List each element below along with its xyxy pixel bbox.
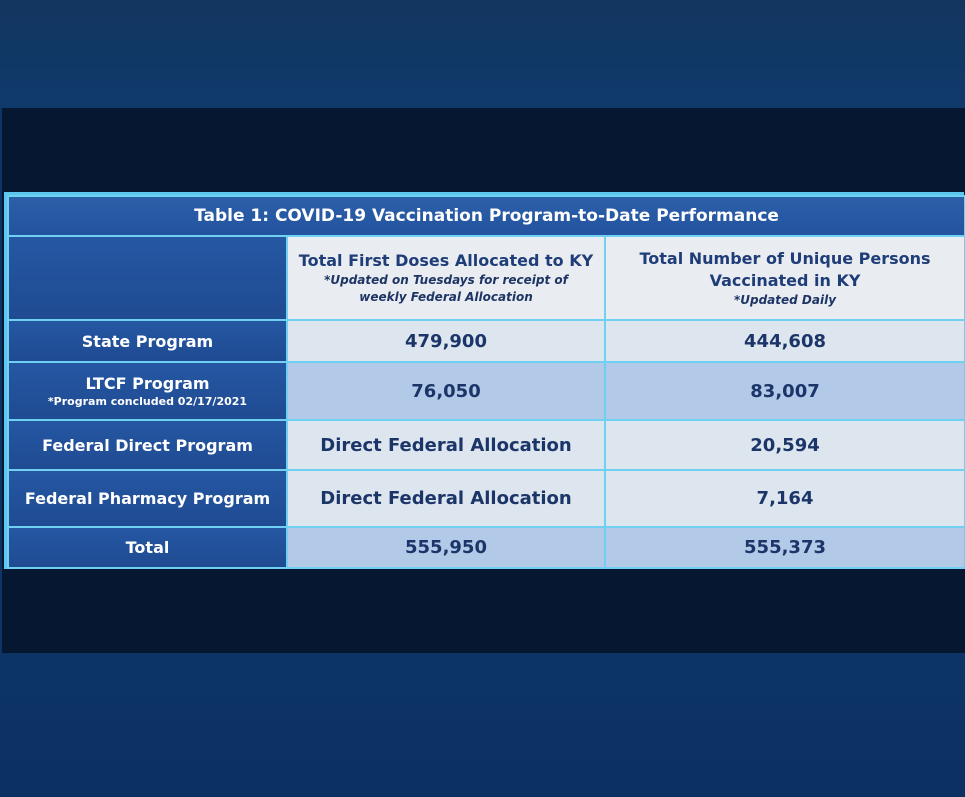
row-label-federal-direct-program: Federal Direct Program: [7, 419, 288, 471]
cell-unique-persons: 7,164: [603, 469, 965, 528]
cell-first-doses: Direct Federal Allocation: [286, 469, 606, 528]
header-corner-cell: [7, 235, 288, 321]
row-label-ltcf-program: LTCF Program *Program concluded 02/17/20…: [7, 361, 288, 421]
vaccination-table-frame: Table 1: COVID-19 Vaccination Program-to…: [4, 192, 965, 569]
cell-total-unique-persons: 555,373: [603, 526, 965, 569]
cell-first-doses: Direct Federal Allocation: [286, 419, 606, 471]
column-header-first-doses-note-2: weekly Federal Allocation: [359, 290, 533, 304]
row-label-ltcf-title: LTCF Program: [85, 374, 210, 393]
row-label-total: Total: [7, 526, 288, 569]
cell-total-first-doses: 555,950: [286, 526, 606, 569]
table-row: Federal Direct Program Direct Federal Al…: [7, 419, 965, 471]
background-top: [0, 0, 965, 108]
table-row-total: Total 555,950 555,373: [7, 526, 965, 569]
cell-unique-persons: 83,007: [603, 361, 965, 421]
background-bottom: [0, 653, 965, 797]
table-row: LTCF Program *Program concluded 02/17/20…: [7, 361, 965, 421]
cell-first-doses: 479,900: [286, 319, 606, 363]
column-header-first-doses-note-1: *Updated on Tuesdays for receipt of: [324, 273, 568, 287]
cell-first-doses: 76,050: [286, 361, 606, 421]
cell-unique-persons: 444,608: [603, 319, 965, 363]
table-row: State Program 479,900 444,608: [7, 319, 965, 363]
row-label-federal-pharmacy-program: Federal Pharmacy Program: [7, 469, 288, 528]
table-title: Table 1: COVID-19 Vaccination Program-to…: [6, 195, 965, 237]
cell-unique-persons: 20,594: [603, 419, 965, 471]
column-header-first-doses: Total First Doses Allocated to KY *Updat…: [286, 235, 606, 321]
row-label-ltcf-note: *Program concluded 02/17/2021: [47, 395, 248, 408]
column-header-first-doses-title: Total First Doses Allocated to KY: [298, 251, 594, 270]
vaccination-table: Table 1: COVID-19 Vaccination Program-to…: [6, 195, 965, 569]
column-header-unique-persons-title-1: Total Number of Unique Persons: [639, 248, 931, 268]
column-header-unique-persons-note: *Updated Daily: [733, 292, 837, 307]
column-header-unique-persons-title-2: Vaccinated in KY: [709, 270, 861, 290]
table-row: Federal Pharmacy Program Direct Federal …: [7, 469, 965, 528]
column-header-unique-persons: Total Number of Unique Persons Vaccinate…: [603, 235, 965, 321]
row-label-state-program: State Program: [7, 319, 288, 363]
